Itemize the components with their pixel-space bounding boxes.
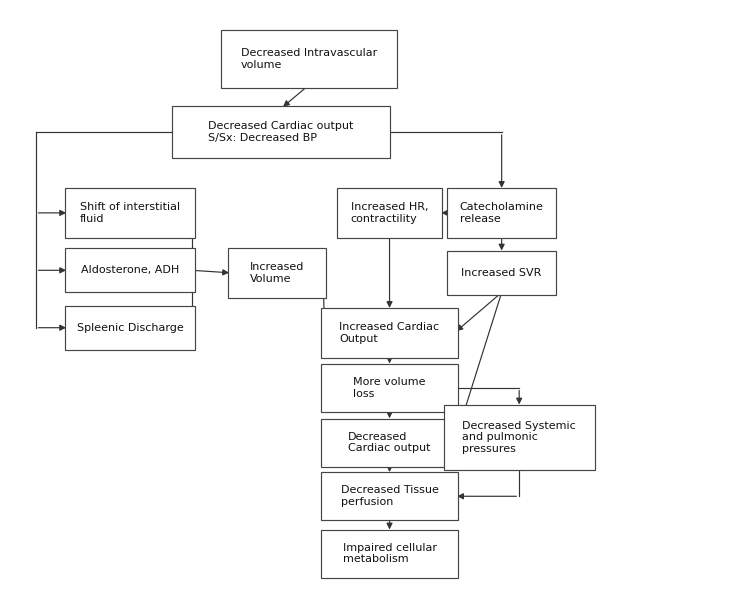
FancyBboxPatch shape	[66, 306, 195, 350]
FancyBboxPatch shape	[172, 106, 390, 158]
FancyBboxPatch shape	[337, 188, 442, 237]
FancyBboxPatch shape	[444, 405, 594, 470]
FancyBboxPatch shape	[447, 251, 556, 295]
Text: Decreased Tissue
perfusion: Decreased Tissue perfusion	[341, 486, 439, 507]
Text: Shift of interstitial
fluid: Shift of interstitial fluid	[80, 202, 180, 224]
FancyBboxPatch shape	[321, 472, 458, 520]
Text: Decreased Cardiac output
S/Sx: Decreased BP: Decreased Cardiac output S/Sx: Decreased…	[208, 121, 353, 143]
FancyBboxPatch shape	[321, 530, 458, 578]
FancyBboxPatch shape	[221, 30, 396, 88]
FancyBboxPatch shape	[228, 248, 326, 298]
FancyBboxPatch shape	[447, 188, 556, 237]
Text: Increased Cardiac
Output: Increased Cardiac Output	[339, 322, 439, 344]
FancyBboxPatch shape	[321, 419, 458, 466]
Text: Increased SVR: Increased SVR	[461, 268, 542, 278]
Text: More volume
loss: More volume loss	[353, 377, 426, 398]
Text: Decreased Systemic
and pulmonic
pressures: Decreased Systemic and pulmonic pressure…	[462, 421, 576, 454]
Text: Decreased
Cardiac output: Decreased Cardiac output	[348, 432, 431, 453]
Text: Aldosterone, ADH: Aldosterone, ADH	[81, 266, 180, 275]
Text: Catecholamine
release: Catecholamine release	[460, 202, 544, 224]
FancyBboxPatch shape	[321, 364, 458, 412]
Text: Decreased Intravascular
volume: Decreased Intravascular volume	[241, 48, 377, 70]
FancyBboxPatch shape	[66, 248, 195, 292]
Text: Increased HR,
contractility: Increased HR, contractility	[351, 202, 429, 224]
FancyBboxPatch shape	[321, 308, 458, 358]
FancyBboxPatch shape	[66, 188, 195, 237]
Text: Impaired cellular
metabolism: Impaired cellular metabolism	[342, 543, 437, 565]
Text: Increased
Volume: Increased Volume	[250, 262, 304, 283]
Text: Spleenic Discharge: Spleenic Discharge	[77, 323, 184, 332]
